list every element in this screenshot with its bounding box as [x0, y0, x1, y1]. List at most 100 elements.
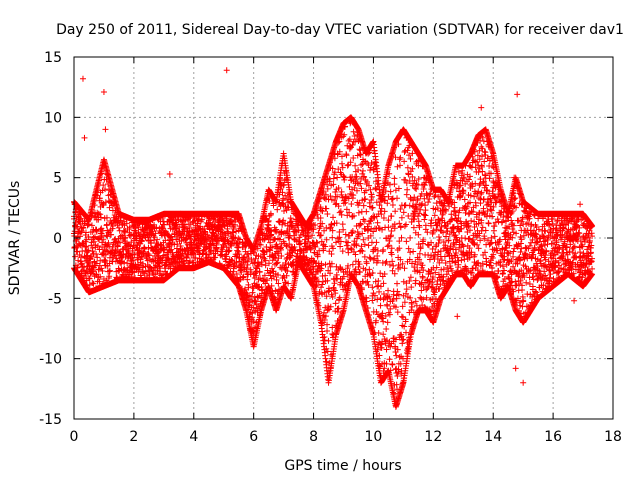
data-point — [334, 174, 341, 181]
grid-lines — [74, 57, 613, 419]
data-point — [297, 246, 304, 253]
data-point — [316, 232, 323, 239]
data-point — [355, 209, 362, 216]
data-point — [345, 137, 352, 144]
data-point — [337, 208, 344, 215]
data-point — [364, 278, 371, 285]
data-point — [421, 211, 428, 218]
data-point — [407, 249, 414, 256]
data-point — [89, 263, 96, 270]
data-point — [397, 224, 404, 231]
data-point — [104, 233, 111, 240]
data-point — [134, 242, 141, 249]
data-point — [91, 234, 98, 241]
data-point — [384, 302, 391, 309]
data-point — [386, 356, 393, 363]
data-point — [324, 211, 331, 218]
data-point — [81, 264, 88, 271]
data-point — [88, 222, 95, 229]
data-point — [86, 275, 93, 282]
data-point — [435, 249, 442, 256]
data-point — [139, 264, 146, 271]
data-point — [350, 192, 357, 199]
data-point — [407, 234, 414, 241]
data-point — [98, 265, 105, 272]
data-point — [421, 182, 428, 189]
data-point — [157, 265, 164, 272]
data-point — [141, 245, 148, 252]
data-point — [79, 267, 86, 274]
data-point — [369, 204, 376, 211]
data-point — [397, 154, 404, 161]
data-point — [391, 181, 398, 188]
data-point — [397, 205, 404, 212]
data-point — [92, 244, 99, 251]
data-point — [347, 245, 354, 252]
data-point — [97, 214, 104, 221]
data-point — [99, 267, 106, 274]
data-point — [97, 273, 104, 280]
data-point — [349, 261, 356, 268]
data-point — [380, 331, 387, 338]
data-point — [96, 278, 103, 285]
data-point — [399, 340, 406, 347]
data-point — [130, 243, 137, 250]
data-point — [164, 231, 171, 238]
data-point — [109, 222, 116, 229]
data-point — [339, 221, 346, 228]
data-point — [400, 278, 407, 285]
data-point — [161, 221, 168, 228]
data-point — [377, 283, 384, 290]
data-point — [337, 243, 344, 250]
data-point — [131, 269, 138, 276]
data-point — [406, 202, 413, 209]
data-points — [71, 67, 596, 410]
data-point — [388, 227, 395, 234]
data-point — [357, 221, 364, 228]
data-point — [387, 305, 394, 312]
data-point — [149, 256, 156, 263]
data-point — [319, 281, 326, 288]
data-point — [363, 260, 370, 267]
data-point — [146, 252, 153, 259]
data-point — [82, 244, 89, 251]
data-point — [407, 155, 414, 162]
data-point — [145, 234, 152, 241]
data-point — [130, 257, 137, 264]
chart-title: Day 250 of 2011, Sidereal Day-to-day VTE… — [56, 22, 624, 38]
data-point — [394, 288, 401, 295]
data-point — [380, 246, 387, 253]
data-point — [389, 361, 396, 368]
data-point — [348, 201, 355, 208]
data-point — [319, 278, 326, 285]
data-point — [328, 221, 335, 228]
data-point — [336, 234, 343, 241]
data-point — [145, 250, 152, 257]
data-point — [345, 249, 352, 256]
data-point — [94, 254, 101, 261]
data-point — [94, 211, 101, 218]
data-point — [407, 274, 414, 281]
data-point — [385, 242, 392, 249]
data-point — [414, 213, 421, 220]
data-point — [95, 266, 102, 273]
data-point — [132, 225, 139, 232]
data-point — [383, 258, 390, 265]
data-point — [154, 248, 161, 255]
data-point — [72, 253, 79, 260]
data-point — [410, 224, 417, 231]
data-point — [392, 208, 399, 215]
data-point — [330, 214, 337, 221]
data-point — [375, 278, 382, 285]
data-point — [122, 234, 129, 241]
data-point — [100, 182, 107, 189]
data-point — [435, 234, 442, 241]
data-point — [71, 244, 78, 251]
data-point — [309, 232, 316, 239]
data-point — [329, 234, 336, 241]
data-point — [388, 213, 395, 220]
data-point — [117, 239, 124, 246]
data-point — [121, 259, 128, 266]
data-point — [97, 211, 104, 218]
